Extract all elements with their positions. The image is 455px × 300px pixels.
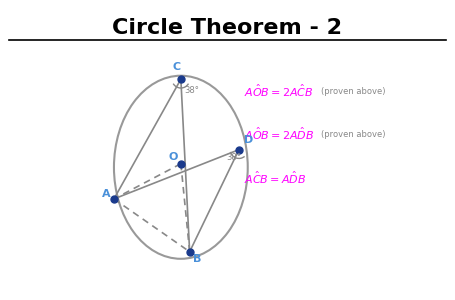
Text: D: D [244,135,253,145]
Text: B: B [193,254,202,264]
Text: C: C [172,62,180,72]
Text: $A\hat{C}B = A\hat{D}B$: $A\hat{C}B = A\hat{D}B$ [244,169,307,186]
Text: $A\hat{O}B = 2A\hat{C}B$: $A\hat{O}B = 2A\hat{C}B$ [244,83,314,99]
Text: 38°: 38° [227,153,242,162]
Text: (proven above): (proven above) [322,87,386,96]
Text: O: O [168,152,178,162]
Text: A: A [101,189,110,199]
Text: (proven above): (proven above) [322,130,386,139]
Text: 38°: 38° [184,86,199,95]
Text: Circle Theorem - 2: Circle Theorem - 2 [112,18,343,38]
Text: $A\hat{O}B = 2A\hat{D}B$: $A\hat{O}B = 2A\hat{D}B$ [244,126,314,142]
